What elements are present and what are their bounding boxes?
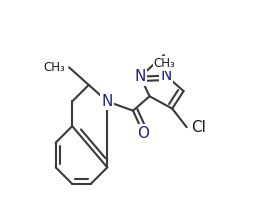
Text: CH₃: CH₃ (153, 57, 175, 70)
Text: Cl: Cl (191, 120, 206, 135)
Text: O: O (137, 126, 149, 141)
Text: N: N (102, 94, 113, 109)
Text: N: N (160, 68, 172, 83)
Text: CH₃: CH₃ (43, 61, 65, 74)
Text: N: N (135, 69, 146, 84)
